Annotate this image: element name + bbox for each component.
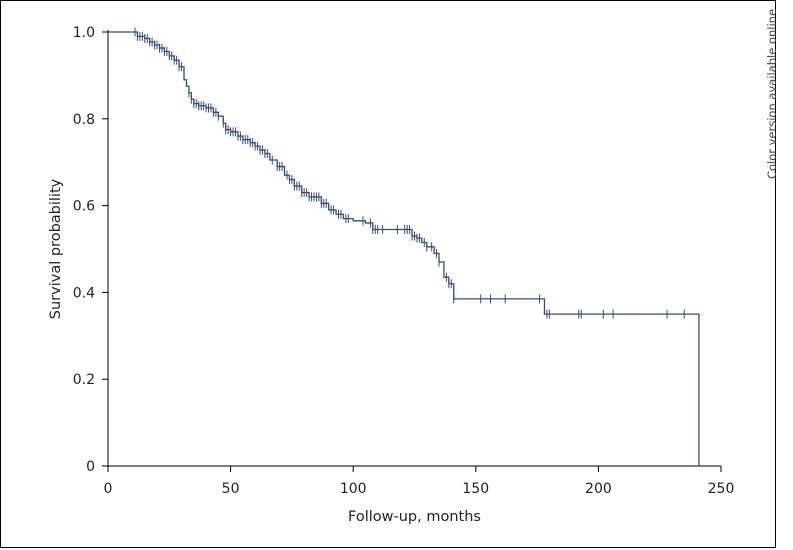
y-tick-label: 1.0 [73, 25, 95, 41]
y-tick-label: 0.6 [73, 199, 95, 215]
axes [102, 30, 722, 472]
y-tick-label: 0 [86, 459, 95, 475]
tick-labels: 0 50 100 150 200 250 0 0.2 0.4 0.6 0.8 1.0 [73, 25, 735, 497]
x-tick-label: 50 [222, 481, 240, 497]
y-tick-label: 0.2 [73, 372, 95, 388]
x-tick-label: 200 [585, 481, 612, 497]
survival-curve [108, 31, 700, 466]
y-axis-label: Survival probability [48, 178, 64, 319]
x-tick-label: 250 [708, 481, 735, 497]
y-tick-label: 0.4 [73, 285, 95, 301]
survival-curve-group [108, 31, 700, 466]
x-tick-label: 150 [462, 481, 489, 497]
chart-frame [0, 0, 776, 548]
censor-marks [134, 27, 685, 319]
x-axis-label: Follow-up, months [348, 509, 481, 525]
x-tick-label: 100 [340, 481, 367, 497]
x-tick-label: 0 [104, 481, 113, 497]
survival-chart: 0 50 100 150 200 250 0 0.2 0.4 0.6 0.8 1.0 Follow-u… [48, 25, 735, 525]
y-tick-label: 0.8 [73, 112, 95, 128]
